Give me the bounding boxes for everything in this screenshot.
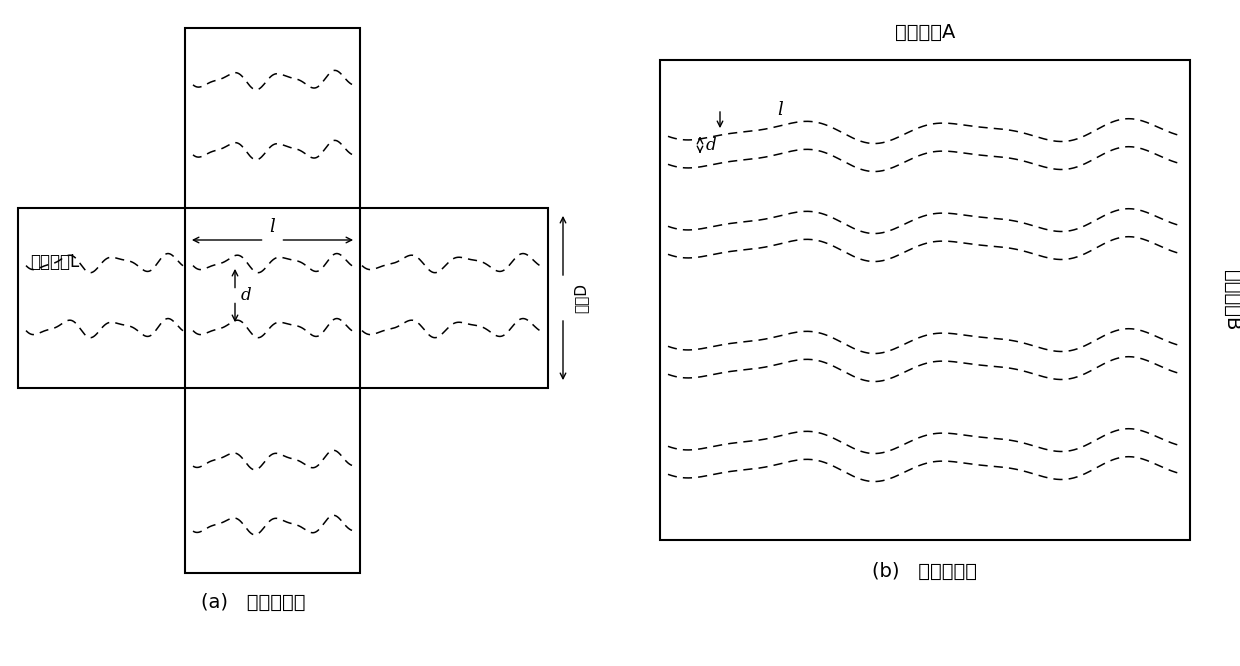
Text: l: l <box>269 218 275 236</box>
Text: d: d <box>241 287 252 304</box>
Bar <box>660 60 1190 540</box>
Bar <box>185 28 360 573</box>
Bar <box>19 208 548 388</box>
Text: 宽度D: 宽度D <box>573 283 588 313</box>
Text: 矩形宽：B: 矩形宽：B <box>1223 270 1240 330</box>
Text: d: d <box>706 137 717 153</box>
Text: (a)   十字测线法: (a) 十字测线法 <box>201 593 305 612</box>
Text: l: l <box>777 101 782 119</box>
Text: 矩形长：A: 矩形长：A <box>895 23 955 42</box>
Text: (b)   矩形区域法: (b) 矩形区域法 <box>873 562 977 581</box>
Text: 测幅长：L: 测幅长：L <box>30 253 79 271</box>
